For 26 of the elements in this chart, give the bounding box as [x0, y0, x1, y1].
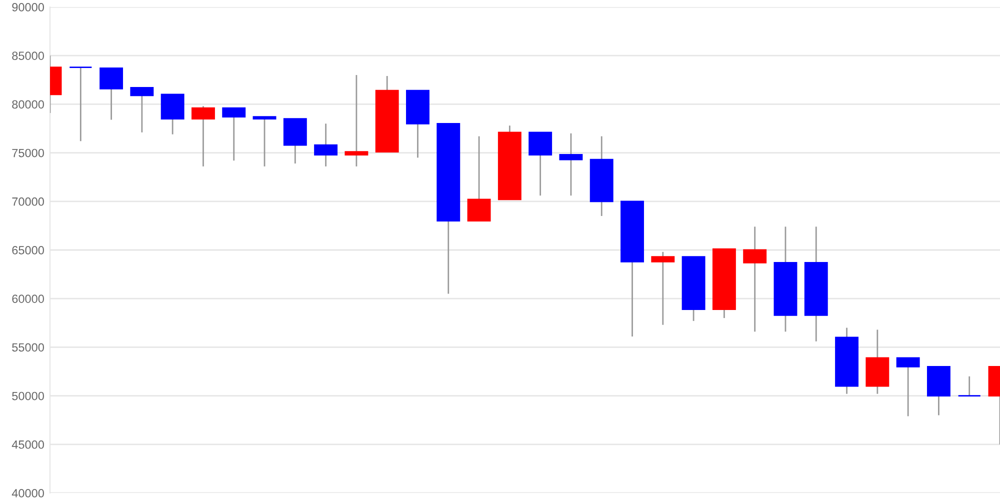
candlestick — [130, 86, 154, 134]
y-tick-label: 90000 — [12, 3, 44, 12]
candlestick — [252, 116, 276, 168]
y-tick-label: 75000 — [12, 148, 44, 158]
y-tick-label: 65000 — [12, 246, 44, 254]
candlestick — [314, 122, 338, 168]
y-tick-label: 60000 — [12, 294, 44, 303]
y-tick-label: 40000 — [12, 489, 44, 498]
y-tick-label: 85000 — [12, 52, 44, 60]
candlestick — [467, 136, 491, 222]
y-tick-label: 70000 — [12, 197, 44, 206]
candlestick — [192, 105, 215, 168]
candlestick — [222, 107, 246, 162]
candlestick — [68, 66, 92, 142]
candlestick — [528, 132, 552, 196]
y-tick-label: 80000 — [12, 100, 44, 109]
candlestick — [344, 74, 368, 168]
candlestick — [743, 226, 767, 332]
candlestick — [651, 251, 675, 326]
candlestick — [100, 68, 124, 120]
candlestick — [559, 132, 583, 196]
y-tick-label: 45000 — [12, 440, 44, 449]
y-tick-label: 50000 — [12, 392, 44, 400]
candlestick — [896, 357, 920, 417]
y-tick-label: 55000 — [12, 343, 44, 352]
candlestick — [958, 376, 982, 396]
